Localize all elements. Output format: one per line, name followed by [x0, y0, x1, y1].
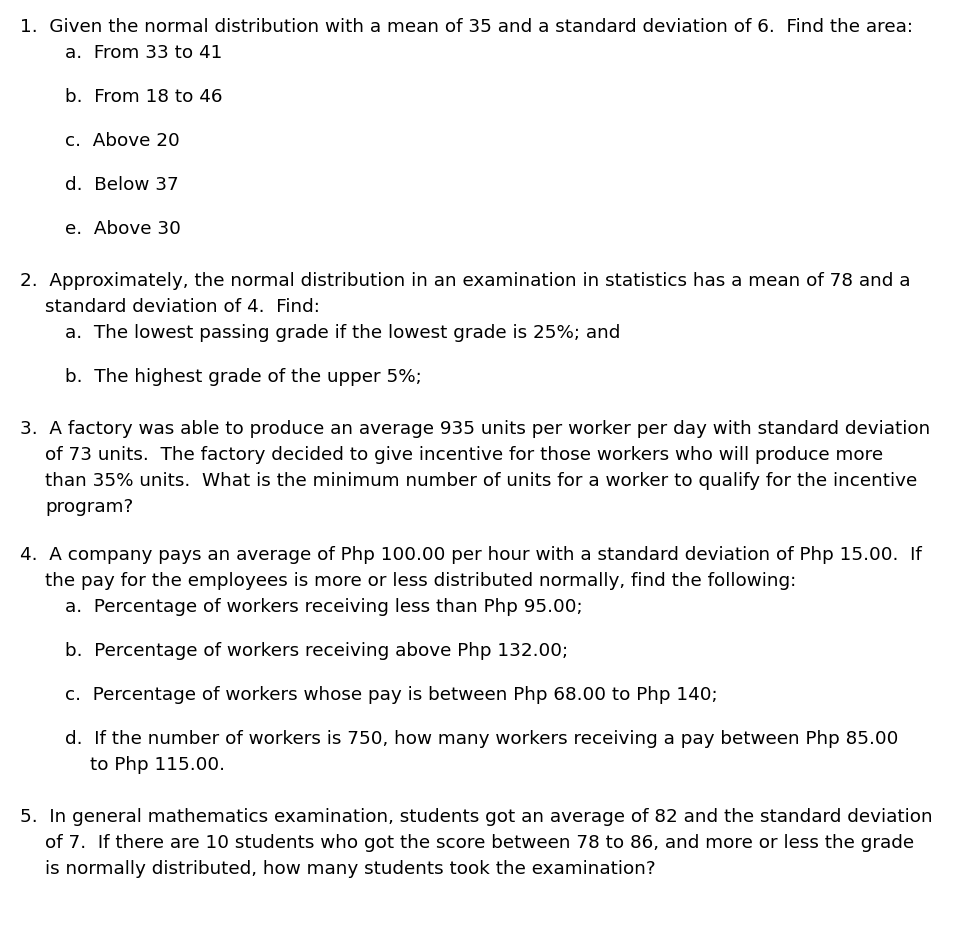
Text: is normally distributed, how many students took the examination?: is normally distributed, how many studen…: [45, 860, 655, 878]
Text: b.  The highest grade of the upper 5%;: b. The highest grade of the upper 5%;: [65, 368, 422, 386]
Text: a.  Percentage of workers receiving less than Php 95.00;: a. Percentage of workers receiving less …: [65, 598, 582, 616]
Text: c.  Percentage of workers whose pay is between Php 68.00 to Php 140;: c. Percentage of workers whose pay is be…: [65, 686, 717, 704]
Text: 1.  Given the normal distribution with a mean of 35 and a standard deviation of : 1. Given the normal distribution with a …: [20, 18, 912, 36]
Text: 4.  A company pays an average of Php 100.00 per hour with a standard deviation o: 4. A company pays an average of Php 100.…: [20, 546, 921, 564]
Text: program?: program?: [45, 498, 133, 516]
Text: of 73 units.  The factory decided to give incentive for those workers who will p: of 73 units. The factory decided to give…: [45, 446, 882, 464]
Text: c.  Above 20: c. Above 20: [65, 132, 180, 150]
Text: e.  Above 30: e. Above 30: [65, 220, 181, 238]
Text: a.  From 33 to 41: a. From 33 to 41: [65, 44, 222, 62]
Text: d.  If the number of workers is 750, how many workers receiving a pay between Ph: d. If the number of workers is 750, how …: [65, 730, 898, 748]
Text: the pay for the employees is more or less distributed normally, find the followi: the pay for the employees is more or les…: [45, 572, 795, 590]
Text: than 35% units.  What is the minimum number of units for a worker to qualify for: than 35% units. What is the minimum numb…: [45, 472, 916, 490]
Text: 3.  A factory was able to produce an average 935 units per worker per day with s: 3. A factory was able to produce an aver…: [20, 420, 929, 438]
Text: a.  The lowest passing grade if the lowest grade is 25%; and: a. The lowest passing grade if the lowes…: [65, 324, 620, 342]
Text: d.  Below 37: d. Below 37: [65, 176, 179, 194]
Text: b.  From 18 to 46: b. From 18 to 46: [65, 88, 222, 106]
Text: b.  Percentage of workers receiving above Php 132.00;: b. Percentage of workers receiving above…: [65, 642, 567, 660]
Text: 5.  In general mathematics examination, students got an average of 82 and the st: 5. In general mathematics examination, s…: [20, 808, 932, 826]
Text: standard deviation of 4.  Find:: standard deviation of 4. Find:: [45, 298, 320, 316]
Text: of 7.  If there are 10 students who got the score between 78 to 86, and more or : of 7. If there are 10 students who got t…: [45, 834, 913, 852]
Text: 2.  Approximately, the normal distribution in an examination in statistics has a: 2. Approximately, the normal distributio…: [20, 272, 910, 290]
Text: to Php 115.00.: to Php 115.00.: [90, 756, 225, 774]
